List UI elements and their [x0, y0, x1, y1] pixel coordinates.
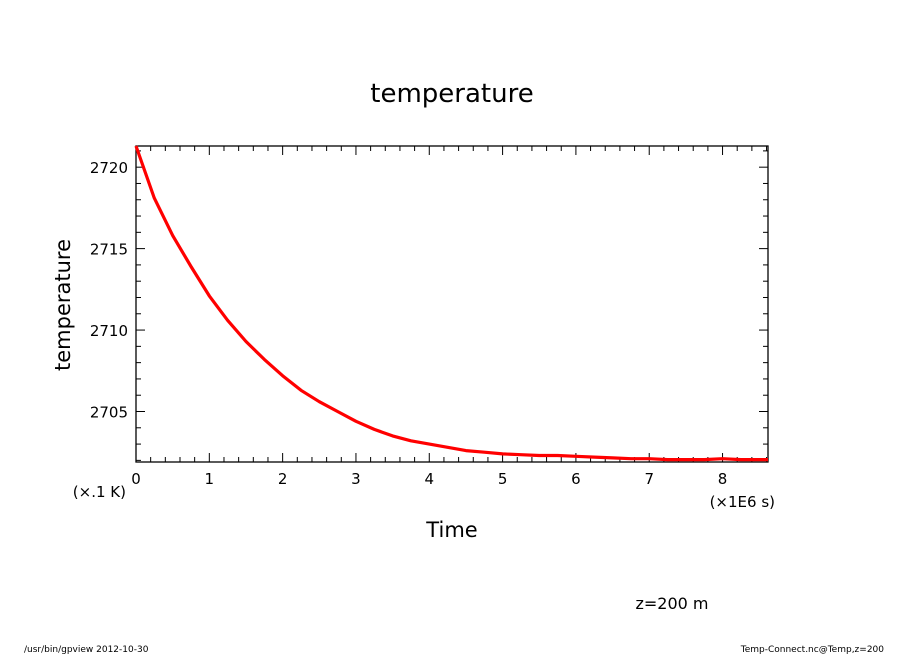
x-axis-label: Time: [425, 518, 477, 542]
x-tick-label: 8: [718, 470, 728, 488]
y-tick-label: 2710: [90, 322, 128, 340]
x-tick-label: 6: [571, 470, 581, 488]
y-tick-label: 2720: [90, 159, 128, 177]
x-tick-label: 2: [278, 470, 288, 488]
x-unit-label: (×1E6 s): [710, 493, 775, 511]
plot-area: 0 1 2 3 4 5 6 7 8 2705 2710 2715 2720: [90, 145, 769, 488]
y-unit-label: (×.1 K): [73, 483, 126, 501]
x-tick-label: 4: [424, 470, 434, 488]
y-axis-label: temperature: [51, 239, 75, 371]
x-tick-label: 5: [498, 470, 508, 488]
x-tick-label: 7: [644, 470, 654, 488]
chart-title: temperature: [370, 79, 533, 109]
x-tick-label: 1: [205, 470, 215, 488]
y-tick-label: 2705: [90, 404, 128, 422]
temperature-series-line: [134, 145, 768, 462]
x-tick-label: 3: [351, 470, 361, 488]
footer-right: Temp-Connect.nc@Temp,z=200: [740, 645, 885, 654]
plot-frame: [135, 145, 769, 463]
footer-left: /usr/bin/gpview 2012-10-30: [24, 645, 149, 654]
x-tick-label: 0: [131, 470, 141, 488]
y-tick-label: 2715: [90, 241, 128, 259]
level-annotation: z=200 m: [635, 594, 708, 613]
